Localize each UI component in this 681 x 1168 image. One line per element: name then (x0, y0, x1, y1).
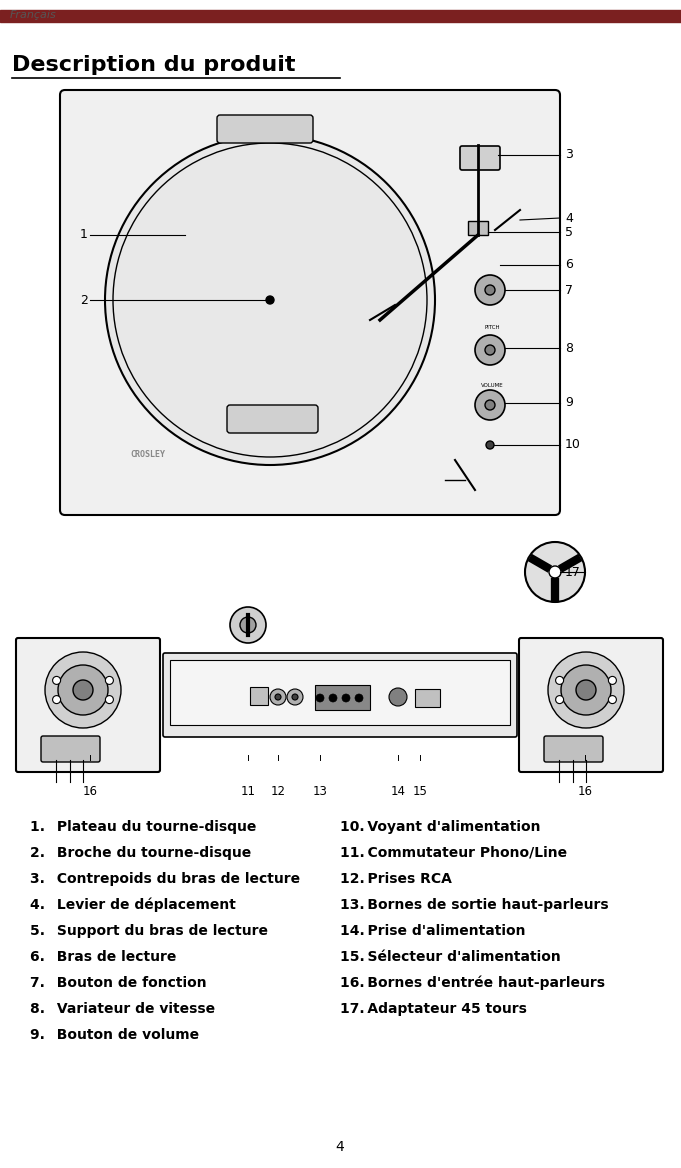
Circle shape (58, 665, 108, 715)
Circle shape (475, 390, 505, 420)
Circle shape (52, 676, 61, 684)
Text: 17: 17 (565, 565, 581, 578)
Text: 12. Prises RCA: 12. Prises RCA (340, 872, 452, 887)
Text: 2: 2 (80, 293, 88, 306)
Text: 11. Commutateur Phono/Line: 11. Commutateur Phono/Line (340, 846, 567, 860)
Circle shape (106, 676, 114, 684)
Circle shape (287, 689, 303, 705)
FancyBboxPatch shape (163, 653, 517, 737)
Text: 1.  Plateau du tourne-disque: 1. Plateau du tourne-disque (30, 820, 256, 834)
Circle shape (45, 652, 121, 728)
Text: 10: 10 (565, 438, 581, 452)
Circle shape (548, 652, 624, 728)
Text: 7: 7 (565, 284, 573, 297)
Circle shape (275, 694, 281, 700)
Circle shape (549, 566, 561, 578)
FancyBboxPatch shape (544, 736, 603, 762)
Text: 15: 15 (413, 785, 428, 798)
Text: 12: 12 (270, 785, 285, 798)
Bar (170, 660, 510, 725)
Circle shape (316, 694, 324, 702)
Bar (468, 221, 488, 235)
Text: 8.  Variateur de vitesse: 8. Variateur de vitesse (30, 1002, 220, 1016)
Circle shape (266, 296, 274, 304)
Text: 14. Prise d'alimentation: 14. Prise d'alimentation (340, 924, 526, 938)
Text: 5.  Support du bras de lecture: 5. Support du bras de lecture (30, 924, 268, 938)
Circle shape (270, 689, 286, 705)
Circle shape (608, 696, 616, 703)
Circle shape (240, 617, 256, 633)
Circle shape (475, 274, 505, 305)
Circle shape (485, 345, 495, 355)
Text: 15. Sélecteur d'alimentation: 15. Sélecteur d'alimentation (340, 950, 560, 964)
Text: 6: 6 (565, 258, 573, 271)
Text: 9: 9 (565, 396, 573, 410)
Circle shape (292, 694, 298, 700)
Circle shape (230, 607, 266, 644)
Text: 2.  Broche du tourne-disque: 2. Broche du tourne-disque (30, 846, 251, 860)
Text: 4: 4 (336, 1140, 345, 1154)
Text: 5: 5 (565, 225, 573, 238)
Circle shape (475, 335, 505, 364)
Circle shape (556, 696, 564, 703)
Bar (315, 684, 370, 710)
Circle shape (485, 399, 495, 410)
Text: 3.  Contrepoids du bras de lecture: 3. Contrepoids du bras de lecture (30, 872, 300, 887)
Text: 13: 13 (313, 785, 328, 798)
FancyBboxPatch shape (519, 638, 663, 772)
Text: Description du produit: Description du produit (12, 55, 296, 75)
Text: 17. Adaptateur 45 tours: 17. Adaptateur 45 tours (340, 1002, 527, 1016)
Text: 7.  Bouton de fonction: 7. Bouton de fonction (30, 976, 206, 990)
Text: 4.  Levier de déplacement: 4. Levier de déplacement (30, 898, 236, 912)
Text: 16: 16 (82, 785, 97, 798)
Text: 16: 16 (577, 785, 592, 798)
Text: 14: 14 (390, 785, 405, 798)
Circle shape (485, 285, 495, 296)
Circle shape (525, 542, 585, 602)
Text: 11: 11 (240, 785, 255, 798)
Text: 4: 4 (565, 211, 573, 224)
FancyBboxPatch shape (227, 405, 318, 433)
Bar (250, 687, 268, 705)
Text: 13. Bornes de sortie haut-parleurs: 13. Bornes de sortie haut-parleurs (340, 898, 609, 912)
FancyBboxPatch shape (16, 638, 160, 772)
Circle shape (556, 676, 564, 684)
Circle shape (105, 135, 435, 465)
Text: 3: 3 (565, 148, 573, 161)
Circle shape (608, 676, 616, 684)
Circle shape (73, 680, 93, 700)
FancyBboxPatch shape (60, 90, 560, 515)
Text: 10. Voyant d'alimentation: 10. Voyant d'alimentation (340, 820, 541, 834)
Circle shape (389, 688, 407, 705)
Text: PITCH: PITCH (484, 325, 500, 331)
Circle shape (486, 442, 494, 449)
Bar (415, 689, 440, 707)
FancyBboxPatch shape (460, 146, 500, 171)
Circle shape (355, 694, 363, 702)
Text: 1: 1 (80, 229, 88, 242)
Circle shape (106, 696, 114, 703)
Circle shape (342, 694, 350, 702)
Circle shape (113, 142, 427, 457)
Circle shape (561, 665, 611, 715)
Text: 16. Bornes d'entrée haut-parleurs: 16. Bornes d'entrée haut-parleurs (340, 976, 605, 990)
Text: Français: Français (10, 11, 57, 20)
Circle shape (329, 694, 337, 702)
Bar (0, 11, 681, 22)
Text: 8: 8 (565, 341, 573, 355)
Text: 6.  Bras de lecture: 6. Bras de lecture (30, 950, 176, 964)
Text: CROSLEY: CROSLEY (130, 450, 165, 459)
Circle shape (576, 680, 596, 700)
Text: 9.  Bouton de volume: 9. Bouton de volume (30, 1028, 199, 1042)
Circle shape (52, 696, 61, 703)
FancyBboxPatch shape (41, 736, 100, 762)
FancyBboxPatch shape (217, 114, 313, 142)
Text: VOLUME: VOLUME (481, 383, 503, 388)
